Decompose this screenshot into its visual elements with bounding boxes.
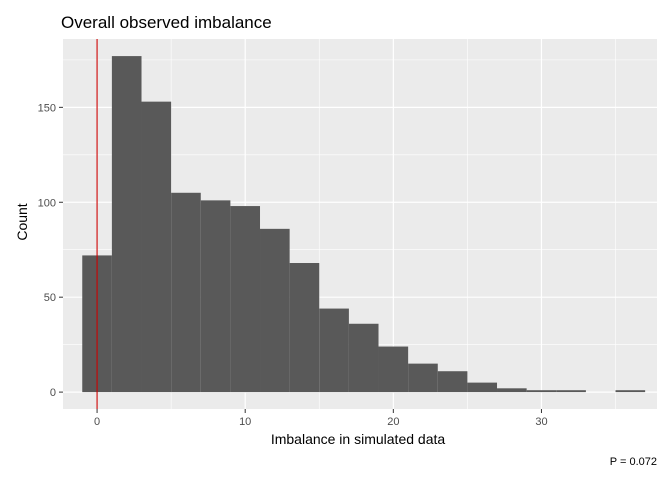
p-value-caption: P = 0.072 — [610, 456, 657, 468]
chart-title: Overall observed imbalance — [61, 13, 272, 32]
bar — [230, 206, 261, 393]
y-axis-label: Count — [14, 203, 30, 240]
bar — [319, 308, 349, 393]
bar — [556, 390, 586, 393]
bar — [467, 382, 498, 393]
bar — [200, 200, 231, 393]
bar — [260, 228, 290, 393]
bar — [348, 323, 379, 393]
x-tick-label: 20 — [387, 416, 399, 428]
x-axis-label: Imbalance in simulated data — [271, 431, 446, 447]
x-tick-label: 30 — [535, 416, 547, 428]
y-tick-label: 0 — [50, 387, 56, 399]
bar — [497, 388, 527, 393]
bar — [526, 390, 557, 393]
y-tick-label: 150 — [38, 102, 56, 114]
bar — [111, 56, 142, 393]
x-tick-label: 0 — [94, 416, 100, 428]
bar — [171, 192, 201, 393]
bar — [141, 101, 172, 393]
x-axis-ticks: 0 10 20 30 — [94, 409, 548, 428]
bar — [615, 390, 646, 393]
bar — [289, 263, 320, 393]
y-tick-label: 100 — [38, 197, 56, 209]
bar — [437, 371, 468, 393]
y-axis-ticks: 0 50 100 150 — [38, 102, 63, 399]
bar — [408, 363, 438, 393]
x-tick-label: 10 — [239, 416, 251, 428]
grid-minor — [63, 39, 657, 409]
bar — [378, 346, 409, 393]
bars — [82, 56, 646, 393]
y-tick-label: 50 — [44, 292, 56, 304]
